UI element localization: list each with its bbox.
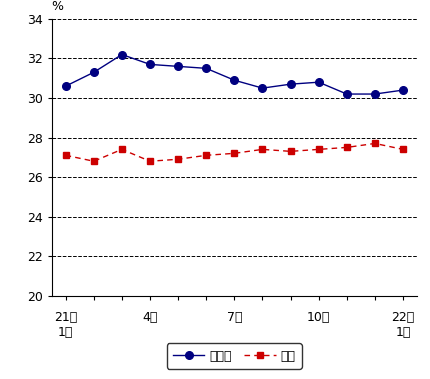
岐阜県 <box>119 52 124 57</box>
岐阜県 <box>316 80 321 85</box>
全国 <box>400 147 405 152</box>
Legend: 岐阜県, 全国: 岐阜県, 全国 <box>167 343 302 369</box>
岐阜県 <box>372 92 378 96</box>
全国 <box>344 145 350 150</box>
岐阜県 <box>204 66 209 70</box>
Text: 21年
1月: 21年 1月 <box>54 312 77 340</box>
Text: %: % <box>52 0 64 13</box>
岐阜県 <box>91 70 96 75</box>
岐阜県 <box>147 62 153 67</box>
全国 <box>372 141 378 146</box>
岐阜県 <box>63 84 68 88</box>
岐阜県 <box>232 78 237 83</box>
Line: 岐阜県: 岐阜県 <box>62 51 407 98</box>
Line: 全国: 全国 <box>62 140 406 164</box>
全国 <box>260 147 265 152</box>
岐阜県 <box>344 92 350 96</box>
岐阜県 <box>175 64 181 69</box>
全国 <box>119 147 124 152</box>
全国 <box>232 151 237 156</box>
全国 <box>147 159 153 163</box>
全国 <box>204 153 209 158</box>
Text: 7月: 7月 <box>227 312 242 324</box>
全国 <box>288 149 293 153</box>
岐阜県 <box>288 82 293 86</box>
Text: 4月: 4月 <box>142 312 158 324</box>
岐阜県 <box>260 86 265 90</box>
Text: 10月: 10月 <box>307 312 330 324</box>
全国 <box>91 159 96 163</box>
全国 <box>316 147 321 152</box>
全国 <box>175 157 181 161</box>
岐阜県 <box>400 88 405 92</box>
Text: 22年
1月: 22年 1月 <box>391 312 415 340</box>
全国 <box>63 153 68 158</box>
